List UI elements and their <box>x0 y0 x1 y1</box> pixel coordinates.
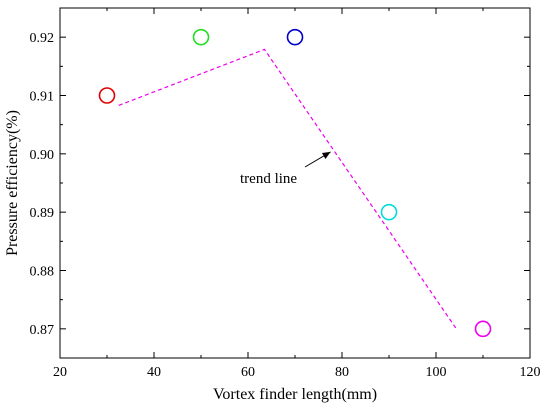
y-tick-label: 0.87 <box>30 323 55 338</box>
y-tick-label: 0.89 <box>30 206 55 221</box>
y-tick-label: 0.91 <box>30 90 55 105</box>
x-tick-label: 40 <box>147 365 161 380</box>
axis-ticks: 20 40 60 80 100 120 0.87 0.88 0.89 0.90 0.91 0.92 <box>30 7 541 380</box>
y-axis-label: Pressure efficiency(%) <box>4 110 21 256</box>
x-tick-label: 120 <box>520 365 541 380</box>
x-axis-label: Vortex finder length(mm) <box>213 386 377 403</box>
trend-line-group <box>118 48 458 331</box>
data-point <box>474 320 492 338</box>
trend-line <box>118 48 458 331</box>
annotation-arrowhead <box>321 151 331 159</box>
annotation-label: trend line <box>240 171 297 187</box>
x-tick-label: 80 <box>335 365 349 380</box>
x-tick-label: 60 <box>241 365 255 380</box>
data-point <box>380 203 398 221</box>
x-tick-label: 100 <box>426 365 447 380</box>
data-points <box>98 28 492 338</box>
data-point <box>192 28 210 46</box>
data-point <box>286 28 304 46</box>
data-point <box>98 87 116 104</box>
annotation-group: trend line <box>240 151 331 187</box>
y-tick-label: 0.90 <box>30 148 55 163</box>
x-tick-label: 20 <box>53 365 67 380</box>
y-tick-label: 0.88 <box>30 265 55 280</box>
y-tick-label: 0.92 <box>30 31 55 46</box>
